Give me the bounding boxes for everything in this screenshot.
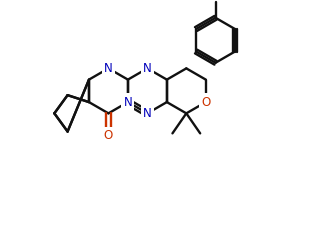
- Text: N: N: [104, 62, 113, 75]
- Text: N: N: [124, 96, 132, 109]
- Text: N: N: [143, 107, 152, 120]
- Text: N: N: [143, 62, 152, 75]
- Text: O: O: [201, 96, 210, 109]
- Text: O: O: [104, 129, 113, 142]
